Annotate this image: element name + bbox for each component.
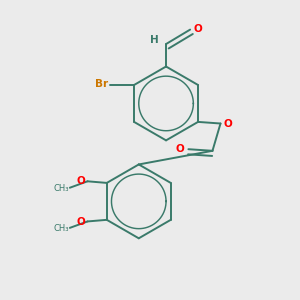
Text: O: O [194,24,203,34]
Text: O: O [77,176,85,186]
Text: CH₃: CH₃ [53,184,69,193]
Text: CH₃: CH₃ [53,224,69,233]
Text: O: O [77,217,85,227]
Text: H: H [150,35,159,45]
Text: O: O [223,118,232,128]
Text: Br: Br [95,79,108,89]
Text: O: O [176,144,184,154]
